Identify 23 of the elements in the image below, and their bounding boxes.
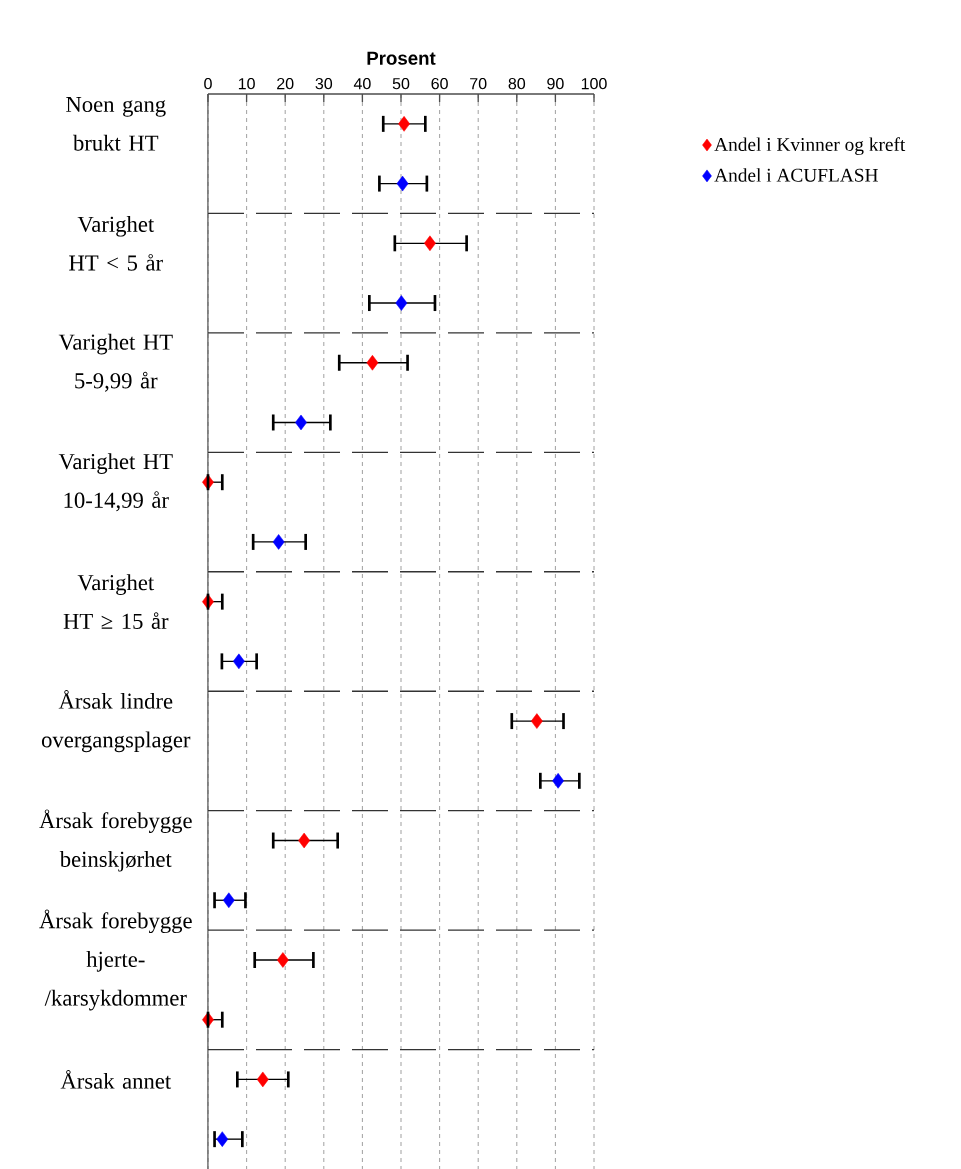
x-tick-label: 30 <box>315 77 333 90</box>
x-tick-label: 40 <box>353 77 371 90</box>
y-tick-label: Varighet HT 10-14,99 år <box>58 453 173 512</box>
x-tick-label: 50 <box>392 77 410 90</box>
y-tick-label: Årsak forebygge hjerte-/karsykdommer <box>39 909 192 1011</box>
x-tick-label: 90 <box>547 77 564 90</box>
legend-label: Andel i ACUFLASH <box>714 168 878 182</box>
y-tick-label: Varighet HT ≥ 15 år <box>63 574 169 629</box>
y-tick-label: Årsak forebygge beinskjørhet <box>39 809 192 872</box>
x-axis-title: Prosent <box>367 51 436 65</box>
x-tick-label: 60 <box>431 77 448 90</box>
x-tick-label: 10 <box>238 77 255 90</box>
legend-label: Andel i Kvinner og kreft <box>714 137 906 156</box>
x-tick-label: 100 <box>581 77 607 90</box>
y-tick-label: Årsak annet <box>60 1070 172 1089</box>
x-tick-label: 70 <box>470 77 487 90</box>
y-tick-label: Årsak lindre overgangsplager <box>41 690 191 753</box>
y-tick-label: Noen gang brukt HT <box>66 97 166 151</box>
y-tick-label: Varighet HT < 5 år <box>69 216 163 271</box>
y-tick-label: Varighet HT 5-9,99 år <box>58 333 173 392</box>
x-tick-label: 20 <box>277 77 294 90</box>
x-tick-label: 0 <box>204 77 212 90</box>
x-tick-label: 80 <box>508 77 526 90</box>
